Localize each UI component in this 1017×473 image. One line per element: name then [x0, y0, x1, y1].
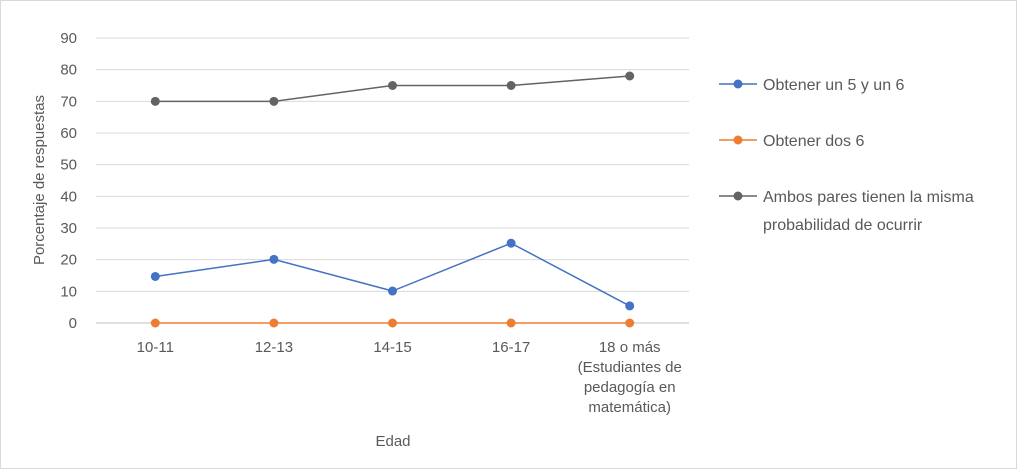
data-point — [625, 318, 635, 328]
legend-label: Obtener dos 6 — [763, 133, 865, 150]
data-point — [388, 286, 397, 296]
data-point — [506, 318, 516, 328]
series-layer — [150, 71, 635, 328]
x-tick-label: 16-17 — [492, 339, 530, 356]
y-tick-label: 20 — [60, 252, 77, 269]
data-point — [625, 71, 635, 81]
x-tick-label: 12-13 — [255, 339, 293, 356]
series-1 — [150, 238, 635, 311]
series-line — [155, 242, 631, 307]
legend-item-1: Obtener un 5 y un 6 — [719, 77, 905, 94]
data-point — [150, 96, 160, 106]
series-3 — [150, 71, 635, 106]
y-tick-label: 80 — [60, 62, 77, 79]
data-point — [388, 81, 397, 90]
gridlines — [96, 37, 689, 324]
legend: Obtener un 5 y un 6 Obtener dos 6 Ambos pa… — [719, 77, 974, 234]
data-point — [269, 96, 279, 106]
data-point — [150, 271, 160, 281]
y-tick-label: 10 — [60, 283, 77, 300]
data-point — [506, 238, 516, 248]
y-tick-label: 90 — [60, 30, 77, 47]
data-point — [625, 301, 635, 311]
legend-swatch-marker — [733, 191, 743, 201]
data-point — [269, 254, 279, 264]
data-point — [388, 318, 397, 328]
y-axis-title: Porcentaje de respuestas — [31, 95, 48, 265]
data-point — [150, 318, 160, 328]
x-tick-label: 10-11 — [137, 339, 174, 356]
series-2 — [150, 318, 635, 328]
y-tick-label: 0 — [69, 315, 77, 332]
x-tick-label: 18 o más (Estudiantes de pedagogía en matem… — [578, 339, 682, 416]
y-tick-label: 30 — [60, 220, 77, 237]
y-tick-label: 70 — [60, 93, 77, 110]
y-tick-label: 40 — [60, 188, 77, 205]
legend-swatch-marker — [733, 135, 743, 145]
legend-item-3: Ambos pares tienen la misma probabilidad … — [719, 189, 974, 234]
legend-label: Obtener un 5 y un 6 — [763, 77, 905, 94]
data-point — [269, 318, 279, 328]
legend-label: Ambos pares tienen la misma probabilidad … — [763, 189, 974, 234]
data-point — [506, 81, 516, 90]
y-tick-label: 50 — [60, 157, 77, 174]
x-axis-title: Edad — [375, 433, 410, 450]
legend-swatch-marker — [733, 79, 743, 89]
y-tick-labels: 0 10 20 30 40 50 60 70 80 90 — [60, 30, 77, 332]
y-tick-label: 60 — [60, 125, 77, 142]
legend-item-2: Obtener dos 6 — [719, 133, 865, 150]
x-tick-labels: 10-11 12-13 14-15 16-17 18 o más (Estudiantes… — [137, 339, 682, 416]
x-tick-label: 14-15 — [373, 339, 411, 356]
